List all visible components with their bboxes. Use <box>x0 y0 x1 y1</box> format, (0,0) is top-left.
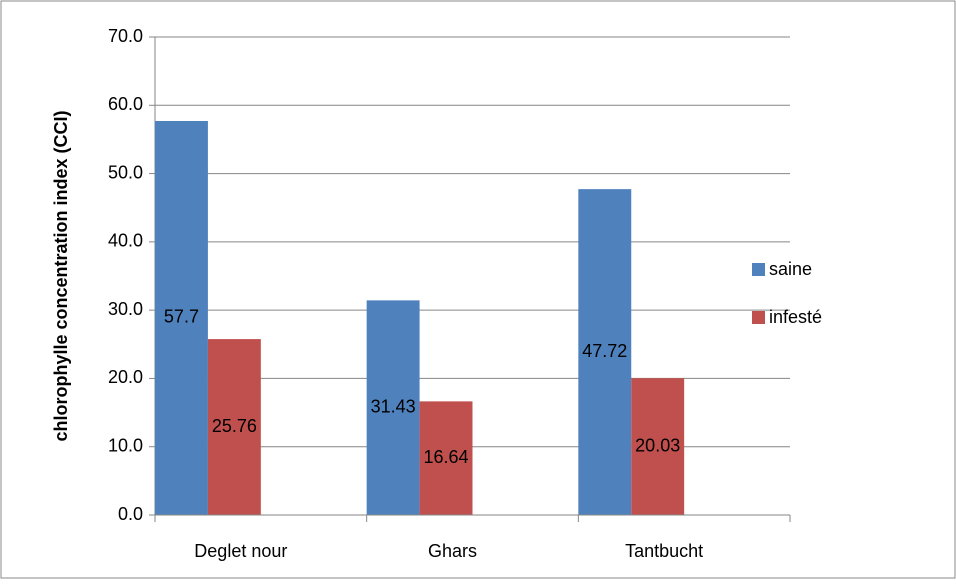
y-tick-label: 70.0 <box>108 26 143 46</box>
bar <box>155 120 208 516</box>
y-tick-label: 50.0 <box>108 162 143 182</box>
y-tick-label: 0.0 <box>118 504 143 524</box>
y-tick-label: 30.0 <box>108 299 143 319</box>
x-tick-label: Deglet nour <box>194 541 287 561</box>
data-label: 57.7 <box>164 307 199 327</box>
y-tick-label: 20.0 <box>108 367 143 387</box>
bar <box>207 339 261 515</box>
legend-label: infesté <box>769 307 822 327</box>
data-label: 47.72 <box>582 341 627 361</box>
bar <box>578 189 632 515</box>
legend-swatch <box>752 311 765 324</box>
y-tick-label: 40.0 <box>108 231 143 251</box>
bar <box>631 378 685 515</box>
x-tick-label: Tantbucht <box>625 541 703 561</box>
y-axis-label: chlorophylle concentration index (CCI) <box>51 110 71 441</box>
bar <box>419 401 473 515</box>
x-tick-label: Ghars <box>428 541 477 561</box>
data-label: 16.64 <box>424 447 469 467</box>
y-tick-label: 10.0 <box>108 435 143 455</box>
legend-swatch <box>752 263 765 276</box>
bar <box>366 300 420 515</box>
legend-label: saine <box>769 259 812 279</box>
data-label: 20.03 <box>635 435 680 455</box>
data-label: 31.43 <box>371 396 416 416</box>
y-tick-label: 60.0 <box>108 94 143 114</box>
data-label: 25.76 <box>212 416 257 436</box>
